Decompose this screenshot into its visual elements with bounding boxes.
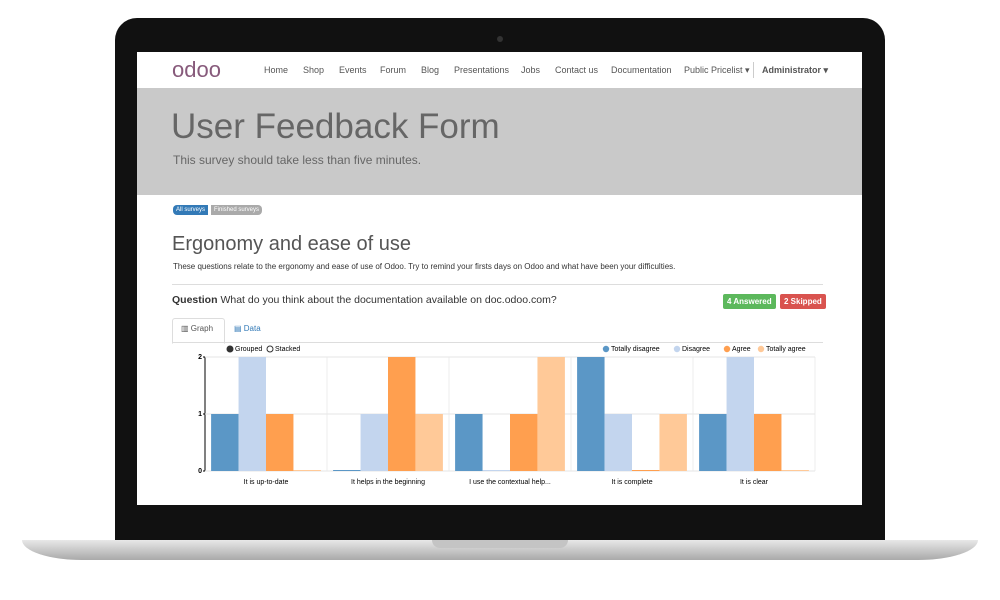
camera xyxy=(497,36,503,42)
navbar xyxy=(137,52,862,89)
nav-item[interactable]: Public Pricelist ▾ xyxy=(684,65,750,75)
x-tick-label: It is complete xyxy=(611,479,652,486)
bar xyxy=(455,414,483,471)
section-title: Ergonomy and ease of use xyxy=(172,233,412,255)
y-tick-label: 1 xyxy=(198,411,202,418)
bar xyxy=(238,357,266,471)
laptop-base xyxy=(22,540,978,560)
x-tick-label: It is clear xyxy=(740,479,769,486)
legend-label: Agree xyxy=(732,346,751,353)
nav-label: Public Pricelist xyxy=(684,65,743,75)
nav-item[interactable]: Contact us xyxy=(555,65,598,75)
divider xyxy=(172,284,823,285)
nav-item[interactable]: Events xyxy=(339,65,367,75)
nav-item[interactable]: Presentations xyxy=(454,65,509,75)
bar xyxy=(266,414,294,471)
nav-separator xyxy=(753,62,754,78)
bar xyxy=(510,414,538,471)
breadcrumb[interactable]: Finished surveys xyxy=(211,205,263,215)
y-tick-label: 0 xyxy=(198,468,202,475)
nav-label: Presentations xyxy=(454,65,510,75)
bar xyxy=(781,470,809,471)
legend-label: Disagree xyxy=(682,346,710,353)
bar xyxy=(415,414,443,471)
tab-border xyxy=(172,342,823,343)
legend-swatch[interactable] xyxy=(602,345,610,353)
bar xyxy=(577,357,605,471)
nav-label: Contact us xyxy=(555,65,599,75)
nav-label: Forum xyxy=(380,65,407,75)
tab[interactable]: ▤ Data xyxy=(234,324,261,333)
breadcrumb[interactable]: All surveys xyxy=(173,205,209,215)
bar xyxy=(360,414,388,471)
page-title: User Feedback Form xyxy=(171,107,500,146)
bar xyxy=(211,414,239,471)
chart: 0 1 2 It is up-to-date It helps in the begin… xyxy=(198,345,816,486)
nav-item[interactable]: Home xyxy=(264,65,288,75)
nav-item[interactable]: Shop xyxy=(303,65,324,75)
skipped-badge: 2 Skipped xyxy=(780,294,826,309)
answered-badge: 4 Answered xyxy=(723,294,776,309)
nav-item[interactable]: Forum xyxy=(380,65,406,75)
y-tick-label: 2 xyxy=(198,354,202,361)
nav-label: Jobs xyxy=(521,65,541,75)
bar xyxy=(537,357,565,471)
bar xyxy=(699,414,727,471)
radio[interactable] xyxy=(266,345,274,353)
bar xyxy=(726,357,754,471)
bar xyxy=(482,470,510,471)
chart-mode: Grouped xyxy=(235,346,262,353)
legend-swatch[interactable] xyxy=(723,345,731,353)
tab-active[interactable] xyxy=(172,318,225,344)
header-band xyxy=(137,88,862,195)
bar xyxy=(293,470,321,471)
page-subtitle: This survey should take less than five m… xyxy=(173,153,422,167)
nav-label: Events xyxy=(339,65,367,75)
legend-label: Totally agree xyxy=(766,346,806,353)
screen: odoo Home Shop Events Forum Blog Presentation… xyxy=(137,52,862,505)
x-tick-label: It is up-to-date xyxy=(244,479,289,486)
nav-label: Shop xyxy=(303,65,325,75)
tab-label: Data xyxy=(243,324,261,333)
user-name: Administrator xyxy=(762,65,822,75)
bar xyxy=(754,414,782,471)
legend-label: Totally disagree xyxy=(611,346,660,353)
tab-label: Graph xyxy=(190,324,214,333)
chart-mode: Stacked xyxy=(275,346,300,353)
tab[interactable]: ▥ Graph xyxy=(181,324,214,333)
nav-label: Blog xyxy=(421,65,440,75)
question: Question What do you think about the doc… xyxy=(172,294,557,306)
user-menu[interactable]: Administrator ▾ xyxy=(762,65,829,75)
question-text: What do you think about the documentatio… xyxy=(220,294,557,306)
x-tick-label: It helps in the beginning xyxy=(351,479,425,486)
logo[interactable]: odoo xyxy=(172,57,221,82)
nav-item[interactable]: Documentation xyxy=(611,65,672,75)
nav-item[interactable]: Blog xyxy=(421,65,439,75)
x-tick-label: I use the contextual help... xyxy=(469,479,551,486)
bar xyxy=(388,357,416,471)
nav-label: Documentation xyxy=(611,65,672,75)
legend-swatch[interactable] xyxy=(757,345,765,353)
question-label: Question xyxy=(172,294,218,306)
laptop-notch xyxy=(432,540,568,548)
bar xyxy=(333,470,361,471)
radio[interactable] xyxy=(226,345,234,353)
bar xyxy=(659,414,687,471)
bar xyxy=(632,470,660,471)
nav-item[interactable]: Jobs xyxy=(521,65,540,75)
bar xyxy=(604,414,632,471)
section-description: These questions relate to the ergonomy a… xyxy=(173,262,676,271)
nav-label: Home xyxy=(264,65,289,75)
legend-swatch[interactable] xyxy=(673,345,681,353)
